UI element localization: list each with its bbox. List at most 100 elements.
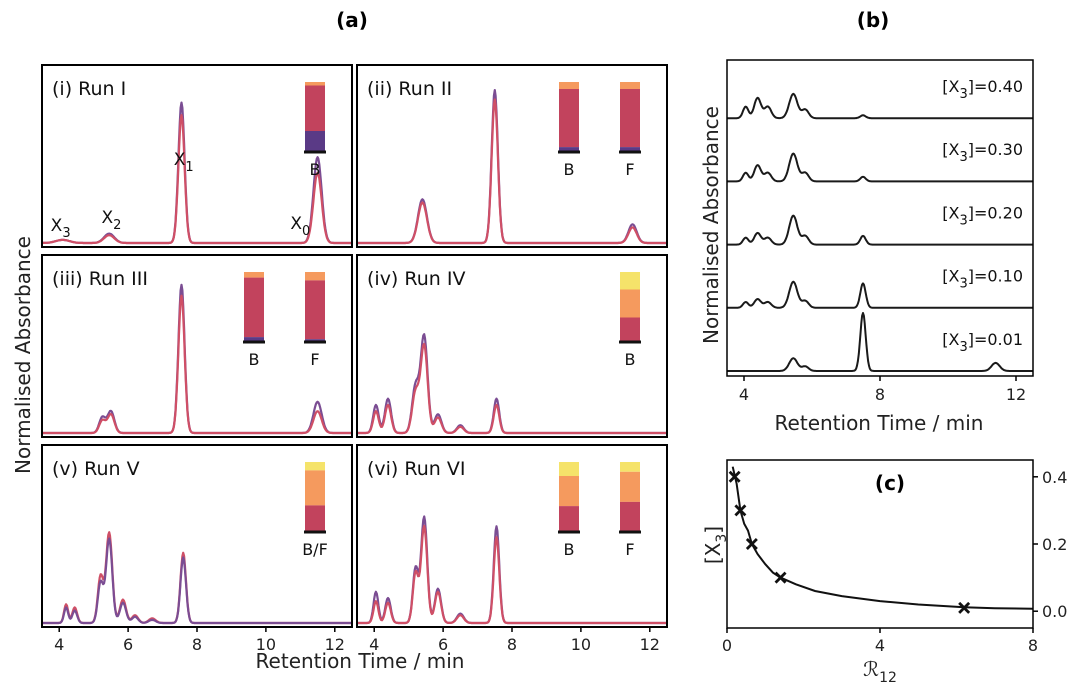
x-tick-label: 8 (1028, 636, 1038, 655)
composition-segment (620, 147, 640, 152)
stacked-trace (726, 214, 1034, 246)
chromatogram-trace (356, 524, 668, 625)
composition-segment (305, 505, 325, 532)
composition-segment (305, 85, 325, 131)
run-label: (ii) Run II (367, 78, 452, 100)
panel-c-ylabel: [X3] (701, 526, 730, 564)
run-panel-6: (vi) Run VI B F 4 6 8 10 12 (356, 444, 668, 654)
composition-label: F (625, 540, 634, 559)
ratio-panel: (c) 0 4 80.0 0.2 0.4 (722, 459, 1067, 655)
composition-segment (305, 131, 325, 152)
panel-c-label: (c) (875, 471, 905, 495)
stacked-trace (726, 152, 1034, 183)
concentration-label: [X3]=0.10 (942, 267, 1023, 292)
panel-a-ylabel: Normalised Absorbance (11, 236, 35, 474)
panel-a-xlabel: Retention Time / min (256, 649, 465, 673)
panel-c-xlabel: ℛ12 (863, 657, 897, 685)
peak-label: X3 (51, 216, 71, 241)
panel-frame (356, 254, 668, 438)
stack-panel: [X3]=0.40 [X3]=0.30 [X3]=0.20 [X3]=0.10 [X3]… (726, 59, 1034, 404)
composition-segment (620, 82, 640, 89)
panel-c-ylabel-sub: 3 (714, 534, 730, 543)
composition-segment (305, 470, 325, 506)
x-tick-label: 12 (325, 635, 345, 654)
panel-b-label: (b) (857, 8, 890, 32)
chromatogram-trace (41, 537, 353, 625)
composition-segment (620, 89, 640, 148)
run-panel-1: (i) Run I X3 X2 X1 X0 B (41, 64, 353, 248)
composition-segment (305, 280, 325, 340)
composition-segment (559, 89, 579, 148)
x-tick-label: 0 (722, 636, 732, 655)
run-label: (iii) Run III (52, 268, 148, 290)
concentration-label: [X3]=0.40 (942, 77, 1023, 102)
chromatogram-trace (356, 342, 668, 435)
composition-label: B (249, 350, 260, 369)
composition-segment (559, 147, 579, 152)
composition-segment (305, 462, 325, 471)
panel-c-xlabel-main: ℛ (863, 657, 879, 681)
panel-c-ylabel-main: [X (701, 542, 725, 564)
chromatogram-trace (356, 333, 668, 435)
composition-segment (559, 476, 579, 507)
chromatogram-trace (356, 98, 668, 245)
composition-label: B (625, 350, 636, 369)
peak-label: X2 (101, 208, 121, 233)
composition-label: F (625, 160, 634, 179)
stacked-trace (726, 280, 1034, 309)
composition-label: B (310, 160, 321, 179)
x-tick-label: 4 (54, 635, 64, 654)
run-label: (i) Run I (52, 78, 126, 100)
composition-segment (620, 462, 640, 472)
composition-segment (559, 82, 579, 89)
composition-segment (620, 289, 640, 318)
run-panel-4: (iv) Run IV B (356, 254, 668, 438)
composition-segment (305, 82, 325, 86)
composition-label: F (310, 350, 319, 369)
x-tick-label: 4 (369, 635, 379, 654)
panel-frame (356, 64, 668, 248)
composition-label: B/F (302, 540, 328, 559)
x-tick-label: 12 (1006, 385, 1026, 404)
composition-segment (244, 337, 264, 342)
stacked-trace (726, 312, 1034, 372)
data-point (958, 601, 971, 614)
panel-b-xlabel: Retention Time / min (775, 411, 984, 435)
concentration-label: [X3]=0.30 (942, 140, 1023, 165)
data-point (734, 504, 747, 517)
peak-label: X0 (290, 214, 310, 239)
data-point (745, 538, 758, 550)
composition-segment (244, 277, 264, 338)
composition-segment (244, 272, 264, 278)
data-point (728, 470, 741, 483)
y-tick-label: 0.4 (1042, 468, 1067, 487)
x-tick-label: 6 (123, 635, 133, 654)
panel-c-ylabel-close: ] (701, 526, 725, 534)
composition-segment (305, 272, 325, 281)
data-point (774, 571, 787, 584)
stacked-trace (726, 92, 1034, 120)
x-tick-label: 10 (256, 635, 276, 654)
run-panel-3: (iii) Run III B F (41, 254, 353, 438)
run-label: (vi) Run VI (367, 458, 465, 480)
composition-segment (620, 317, 640, 342)
run-label: (iv) Run IV (367, 268, 465, 290)
composition-segment (559, 462, 579, 476)
x-tick-label: 10 (571, 635, 591, 654)
composition-segment (620, 272, 640, 290)
panel-c-xlabel-sub: 12 (879, 670, 897, 685)
x-tick-label: 8 (192, 635, 202, 654)
run-panel-5: (v) Run V B/F 4 6 8 10 12 (41, 444, 353, 654)
y-tick-label: 0.0 (1042, 602, 1067, 621)
panel-frame (41, 64, 353, 248)
panel-frame (41, 254, 353, 438)
composition-label: B (564, 160, 575, 179)
panel-a-label: (a) (336, 8, 368, 32)
composition-segment (620, 501, 640, 532)
x-tick-label: 4 (739, 385, 749, 404)
x-tick-label: 8 (875, 385, 885, 404)
x-tick-label: 4 (875, 636, 885, 655)
x-tick-label: 8 (507, 635, 517, 654)
run-panel-2: (ii) Run II B F (356, 64, 668, 248)
